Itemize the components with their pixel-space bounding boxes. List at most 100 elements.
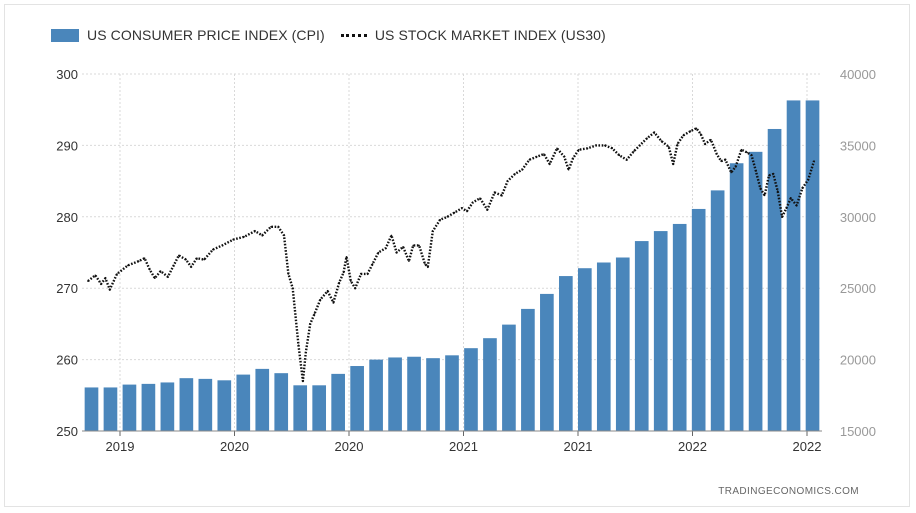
cpi-bar[interactable] (710, 190, 725, 431)
source-credit[interactable]: TRADINGECONOMICS.COM (718, 486, 859, 497)
us30-point (611, 147, 613, 150)
cpi-bar[interactable] (350, 366, 364, 431)
us30-point (172, 264, 175, 267)
us30-point (232, 238, 234, 241)
y-left-tick-label: 270 (56, 281, 78, 296)
cpi-bar[interactable] (331, 373, 345, 431)
us30-point (633, 150, 635, 152)
us30-point (795, 204, 798, 207)
cpi-bar[interactable] (653, 231, 668, 431)
cpi-bar[interactable] (786, 100, 801, 431)
y-right-tick-label: 15000 (840, 424, 876, 439)
cpi-bar[interactable] (672, 223, 687, 431)
us30-line (87, 127, 816, 383)
cpi-bar[interactable] (615, 257, 630, 431)
us30-point (167, 276, 169, 278)
us30-point (548, 163, 551, 165)
y-right-tick-label: 20000 (840, 353, 876, 368)
us30-point (768, 174, 770, 177)
cpi-bar[interactable] (691, 208, 706, 431)
us30-point (309, 323, 312, 325)
us30-point (472, 201, 474, 204)
cpi-bar[interactable] (293, 385, 308, 431)
legend-item-cpi[interactable]: US CONSUMER PRICE INDEX (CPI) (51, 27, 325, 43)
cpi-bar[interactable] (274, 373, 289, 431)
cpi-bar[interactable] (198, 378, 213, 431)
cpi-bar[interactable] (559, 276, 573, 431)
us30-point (402, 246, 404, 248)
us30-point (730, 171, 732, 174)
us30-point (772, 173, 775, 175)
cpi-bar[interactable] (483, 338, 497, 431)
cpi-bar[interactable] (729, 163, 744, 431)
cpi-bar[interactable] (540, 293, 554, 431)
cpi-bar[interactable] (122, 384, 137, 431)
cpi-bar[interactable] (634, 241, 649, 431)
legend-item-us30[interactable]: US STOCK MARKET INDEX (US30) (340, 27, 606, 43)
cpi-bar[interactable] (464, 348, 478, 431)
cpi-bar[interactable] (407, 356, 421, 431)
us30-point (326, 290, 329, 292)
us30-point (506, 180, 509, 182)
us30-point (479, 197, 481, 199)
us30-point (360, 273, 362, 275)
us30-point (543, 153, 545, 155)
x-tick-label: 2020 (335, 439, 364, 454)
us30-point (154, 277, 156, 280)
cpi-bar[interactable] (388, 357, 402, 431)
cpi-bars (84, 100, 820, 432)
cpi-bar[interactable] (103, 387, 118, 431)
us30-point (660, 140, 663, 142)
x-tick-label: 2021 (564, 439, 593, 454)
x-tick-label: 2022 (678, 439, 707, 454)
cpi-bar[interactable] (521, 308, 535, 431)
axes: 250 260 270 280 290 300 15000 20000 25000 30000 35… (56, 67, 876, 454)
cpi-bar[interactable] (84, 387, 99, 431)
cpi-bar[interactable] (179, 378, 194, 431)
cpi-bar[interactable] (312, 385, 327, 431)
us30-point (604, 144, 606, 147)
us30-point (521, 168, 523, 171)
us30-point (790, 197, 792, 199)
us30-point (746, 151, 748, 154)
us30-point (159, 270, 162, 272)
us30-point (143, 257, 146, 260)
y-right-tick-label: 40000 (840, 67, 876, 82)
y-left-tick-label: 290 (56, 138, 78, 153)
cpi-bar[interactable] (748, 151, 763, 432)
us30-point (801, 187, 804, 189)
cpi-bar[interactable] (577, 268, 592, 431)
us30-point (755, 170, 757, 172)
x-tick-label: 2020 (220, 439, 249, 454)
cpi-bar[interactable] (369, 359, 383, 431)
cpi-bar[interactable] (805, 100, 820, 431)
us30-point (277, 226, 280, 228)
y-left-tick-label: 300 (56, 67, 78, 82)
us30-point (563, 156, 566, 158)
cpi-bar[interactable] (502, 324, 516, 431)
cpi-bar[interactable] (596, 262, 611, 431)
us30-point (699, 133, 702, 135)
us30-point (100, 283, 102, 285)
us30-point (87, 280, 89, 282)
cpi-bar[interactable] (767, 128, 782, 431)
us30-point (578, 148, 580, 151)
us30-point (366, 273, 369, 275)
us30-point (408, 260, 410, 262)
us30-point (178, 254, 180, 257)
cpi-bar[interactable] (426, 358, 440, 431)
cpi-bar[interactable] (236, 374, 251, 431)
y-right-tick-label: 30000 (840, 210, 876, 225)
cpi-bar[interactable] (217, 380, 232, 431)
cpi-bar[interactable] (445, 355, 459, 431)
us30-point (710, 138, 712, 141)
cpi-bar[interactable] (160, 382, 175, 431)
us30-point (813, 160, 815, 162)
cpi-bar[interactable] (255, 368, 270, 431)
us30-point (653, 131, 656, 134)
us30-point (556, 147, 558, 150)
cpi-bar[interactable] (141, 383, 156, 431)
us30-point (781, 216, 783, 218)
us30-point (424, 263, 426, 265)
us30-point (212, 248, 214, 251)
